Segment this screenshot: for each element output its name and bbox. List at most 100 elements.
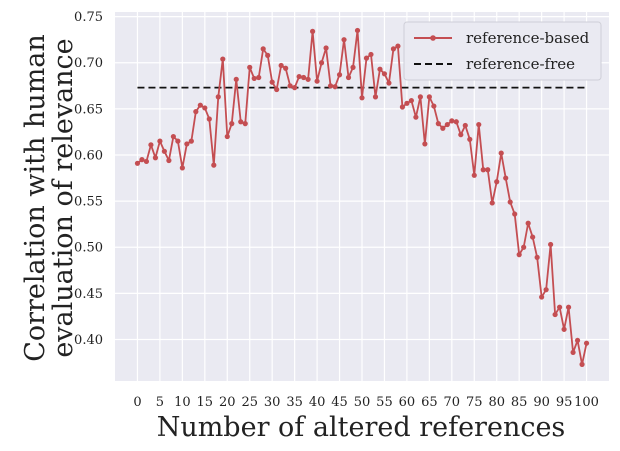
x-tick-label: 45 xyxy=(331,395,348,410)
reference-based-point xyxy=(444,121,450,128)
reference-based-point xyxy=(274,86,280,93)
reference-based-point xyxy=(512,211,518,217)
y-tick-label: 0.75 xyxy=(74,10,103,25)
reference-based-point xyxy=(579,361,585,367)
y-tick-label: 0.55 xyxy=(74,195,103,210)
reference-based-point xyxy=(175,138,181,144)
x-tick-label: 10 xyxy=(174,395,191,410)
reference-based-point xyxy=(206,116,212,122)
y-axis-title-line-1: Correlation with human xyxy=(20,34,51,362)
reference-based-point xyxy=(516,252,522,258)
reference-based-point xyxy=(139,157,145,163)
reference-based-point xyxy=(202,105,208,111)
x-tick-label: 70 xyxy=(444,395,461,410)
y-tick-label: 0.60 xyxy=(74,148,103,163)
x-tick-label: 60 xyxy=(399,395,416,410)
reference-based-point xyxy=(521,244,527,250)
reference-based-point xyxy=(426,94,432,100)
reference-based-point xyxy=(220,56,226,62)
x-tick-label: 90 xyxy=(533,395,550,410)
reference-based-point xyxy=(170,133,176,140)
reference-based-point xyxy=(530,234,536,240)
y-tick-labels: 0.40 0.45 0.50 0.55 0.60 0.65 0.70 0.75 xyxy=(74,10,103,348)
reference-based-point xyxy=(363,55,370,61)
reference-based-point xyxy=(583,340,590,346)
reference-based-point xyxy=(184,141,190,147)
x-tick-label: 80 xyxy=(488,395,505,410)
reference-based-point xyxy=(345,74,352,81)
reference-based-point xyxy=(292,85,298,91)
reference-based-point xyxy=(134,160,141,166)
reference-based-point xyxy=(229,121,235,127)
reference-based-point xyxy=(260,46,266,52)
reference-based-point xyxy=(238,119,244,125)
x-tick-label: 0 xyxy=(133,395,141,410)
x-tick-label: 30 xyxy=(264,395,281,410)
reference-based-point xyxy=(435,121,441,127)
reference-based-point xyxy=(408,97,414,104)
reference-based-point xyxy=(332,84,338,90)
reference-based-point xyxy=(251,75,257,82)
reference-based-point xyxy=(476,121,482,128)
y-tick-label: 0.50 xyxy=(74,241,103,256)
reference-based-point xyxy=(404,100,410,106)
x-tick-label: 95 xyxy=(556,395,573,410)
reference-based-point xyxy=(242,121,248,127)
reference-based-point xyxy=(413,114,419,120)
reference-based-point xyxy=(354,27,361,34)
reference-based-point xyxy=(148,142,154,148)
reference-based-point xyxy=(278,62,284,69)
reference-based-point xyxy=(336,72,343,78)
reference-based-point xyxy=(561,326,567,332)
reference-based-point xyxy=(467,136,473,142)
y-tick-label: 0.45 xyxy=(74,287,103,302)
reference-based-point xyxy=(471,172,477,178)
reference-based-point xyxy=(525,220,531,226)
reference-based-point xyxy=(197,102,203,108)
reference-based-point xyxy=(422,141,428,147)
x-tick-label: 20 xyxy=(219,395,236,410)
reference-based-point xyxy=(534,254,540,260)
reference-based-point xyxy=(381,71,388,77)
reference-based-point xyxy=(314,78,320,84)
reference-based-point xyxy=(399,104,406,110)
reference-based-point xyxy=(161,148,167,154)
reference-based-point xyxy=(462,122,468,129)
reference-based-point xyxy=(548,241,554,248)
x-tick-label: 65 xyxy=(421,395,438,410)
reference-based-point xyxy=(215,94,221,100)
reference-based-point xyxy=(386,80,392,86)
reference-based-point xyxy=(193,109,199,115)
reference-based-point xyxy=(453,119,459,125)
x-tick-label: 25 xyxy=(241,395,258,410)
reference-based-point xyxy=(310,28,316,34)
reference-based-point xyxy=(269,79,275,85)
reference-based-point xyxy=(574,337,581,344)
x-tick-label: 40 xyxy=(309,395,326,410)
reference-based-point xyxy=(395,43,401,49)
reference-based-point xyxy=(431,103,437,109)
reference-based-point xyxy=(256,74,262,81)
reference-based-point xyxy=(179,165,185,171)
reference-based-point xyxy=(350,64,356,70)
x-tick-label: 35 xyxy=(286,395,303,410)
y-axis-title-line-2: evaluation of relevance xyxy=(48,38,79,357)
reference-based-point xyxy=(390,46,397,52)
legend-box xyxy=(403,21,602,81)
reference-based-point xyxy=(440,125,446,131)
reference-based-point xyxy=(494,179,500,185)
reference-based-point xyxy=(318,60,325,66)
reference-based-point xyxy=(233,76,239,82)
x-tick-labels: 0 5 10 15 20 25 30 35 40 45 50 55 60 65 70 75 80 85 90 95 10… xyxy=(133,395,599,410)
reference-based-point xyxy=(247,64,253,70)
x-tick-label: 75 xyxy=(466,395,483,410)
reference-based-point xyxy=(296,73,302,80)
y-tick-label: 0.70 xyxy=(74,56,103,71)
reference-based-point xyxy=(157,138,163,144)
reference-based-point xyxy=(543,287,549,293)
reference-based-point xyxy=(557,304,563,310)
reference-based-point xyxy=(265,52,271,58)
x-tick-label: 15 xyxy=(197,395,214,410)
reference-based-point xyxy=(211,162,217,168)
